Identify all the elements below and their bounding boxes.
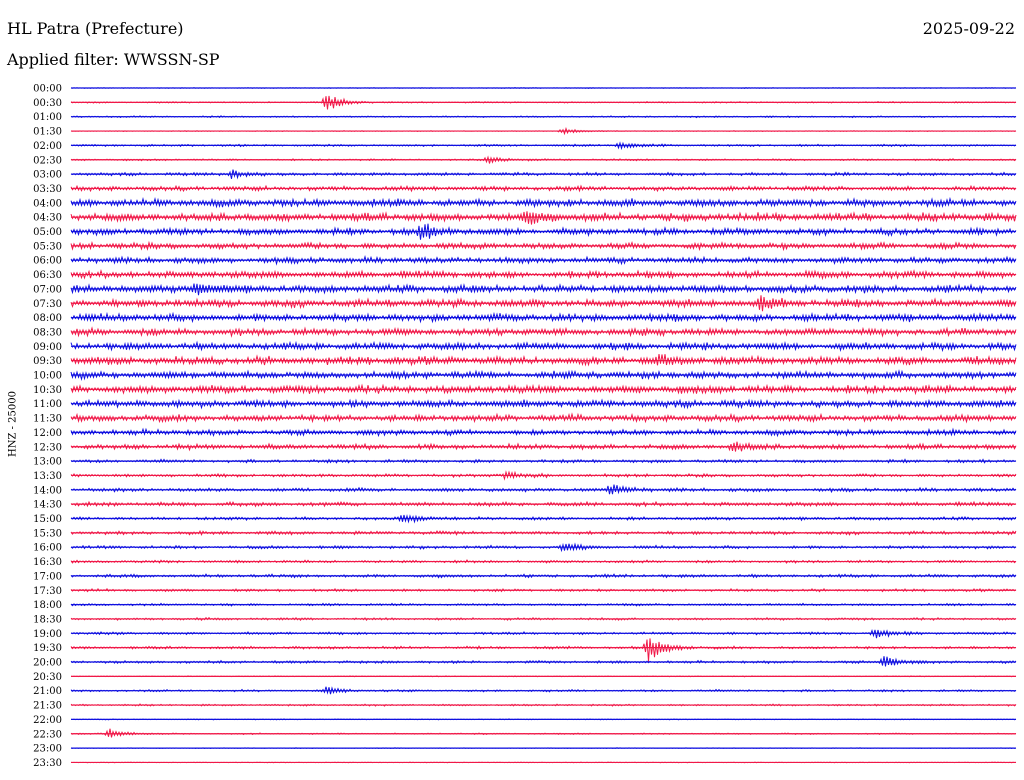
row-time-label: 01:00 <box>33 112 62 123</box>
seismic-trace <box>70 196 1017 209</box>
row-time-label: 03:30 <box>33 184 62 195</box>
station-title: HL Patra (Prefecture) <box>7 19 184 38</box>
row-time-label: 23:30 <box>33 758 62 769</box>
row-time-label: 05:30 <box>33 241 62 252</box>
seismic-trace <box>70 383 1017 396</box>
row-time-label: 16:30 <box>33 557 62 568</box>
row-time-label: 09:00 <box>33 342 62 353</box>
row-time-label: 13:30 <box>33 471 62 482</box>
row-time-label: 09:30 <box>33 356 62 367</box>
row-time-label: 22:30 <box>33 729 62 740</box>
row-time-label: 20:30 <box>33 672 62 683</box>
seismic-trace <box>70 255 1017 266</box>
seismic-trace <box>70 412 1017 424</box>
row-time-label: 21:30 <box>33 701 62 712</box>
row-time-label: 00:00 <box>33 84 62 95</box>
row-time-label: 19:00 <box>33 629 62 640</box>
row-time-label: 11:00 <box>33 399 62 410</box>
seismic-trace <box>70 184 1017 193</box>
seismic-trace <box>70 484 1017 495</box>
seismic-trace <box>70 559 1017 564</box>
seismic-trace <box>70 629 1017 639</box>
filter-line: Applied filter: WWSSN-SP <box>7 50 220 70</box>
row-time-label: 17:30 <box>33 586 62 597</box>
row-time-label: 20:00 <box>33 658 62 669</box>
row-time-label: 06:00 <box>33 256 62 267</box>
seismic-trace <box>70 354 1017 367</box>
seismic-trace <box>70 340 1017 353</box>
seismic-trace <box>70 458 1017 464</box>
row-time-label: 06:30 <box>33 270 62 281</box>
row-time-label: 14:30 <box>33 500 62 511</box>
seismic-trace <box>70 283 1017 296</box>
row-time-label: 13:00 <box>33 457 62 468</box>
seismic-trace <box>70 369 1017 381</box>
row-time-label: 12:30 <box>33 442 62 453</box>
row-time-label: 18:00 <box>33 600 62 611</box>
seismic-trace <box>70 311 1017 324</box>
date-label: 2025-09-22 <box>922 19 1015 38</box>
row-time-label: 02:30 <box>33 155 62 166</box>
row-time-label: 07:30 <box>33 299 62 310</box>
seismic-trace <box>70 656 1017 667</box>
filter-label: Applied filter: <box>7 50 119 69</box>
row-time-label: 01:30 <box>33 127 62 138</box>
seismic-trace <box>70 169 1017 180</box>
row-time-label: 23:00 <box>33 744 62 755</box>
row-time-label: 07:00 <box>33 284 62 295</box>
row-time-label: 15:00 <box>33 514 62 525</box>
seismic-trace <box>70 398 1017 410</box>
row-time-label: 05:00 <box>33 227 62 238</box>
seismic-trace <box>70 728 1017 738</box>
row-time-label: 21:00 <box>33 686 62 697</box>
seismic-trace <box>70 427 1017 438</box>
row-time-label: 15:30 <box>33 528 62 539</box>
row-time-label: 10:00 <box>33 371 62 382</box>
row-time-label: 08:30 <box>33 327 62 338</box>
row-time-label: 11:30 <box>33 414 62 425</box>
seismic-trace <box>70 268 1017 281</box>
row-time-label: 19:30 <box>33 643 62 654</box>
row-time-label: 16:00 <box>33 543 62 554</box>
row-time-label: 10:30 <box>33 385 62 396</box>
row-time-label: 17:00 <box>33 571 62 582</box>
row-time-label: 22:00 <box>33 715 62 726</box>
row-time-label: 02:00 <box>33 141 62 152</box>
row-time-label: 12:00 <box>33 428 62 439</box>
row-time-label: 08:00 <box>33 313 62 324</box>
row-time-label: 04:30 <box>33 213 62 224</box>
seismic-trace <box>70 326 1017 338</box>
row-time-label: 00:30 <box>33 98 62 109</box>
seismic-trace <box>70 295 1017 312</box>
row-time-label: 14:00 <box>33 485 62 496</box>
seismic-trace <box>70 223 1017 240</box>
filter-name: WWSSN-SP <box>123 50 220 69</box>
seismic-trace <box>70 240 1017 252</box>
row-time-label: 03:00 <box>33 170 62 181</box>
seismic-trace <box>70 638 1017 662</box>
seismic-trace <box>70 211 1017 225</box>
row-time-label: 04:00 <box>33 198 62 209</box>
row-time-label: 18:30 <box>33 614 62 625</box>
